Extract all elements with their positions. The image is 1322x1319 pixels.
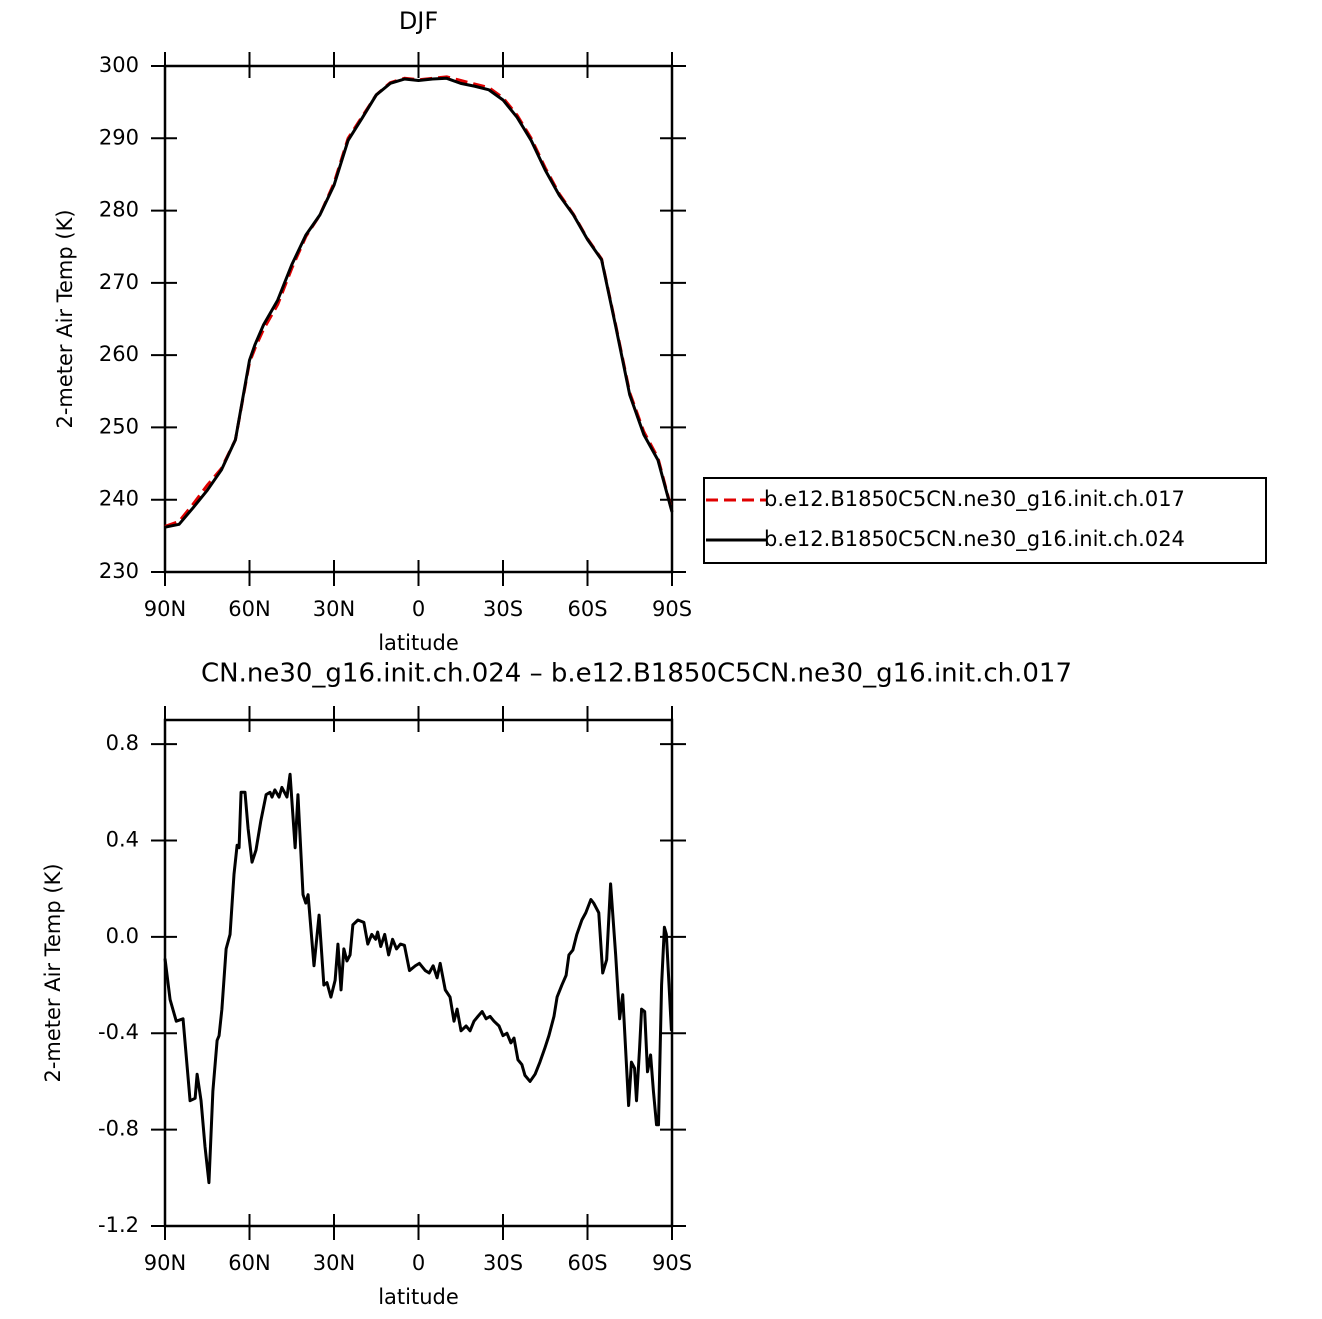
x-tick-label: 30N — [313, 1251, 355, 1275]
data-line — [164, 76, 674, 529]
legend-box — [703, 477, 1267, 564]
data-line — [164, 75, 674, 528]
y-tick-label: -1.2 — [98, 1213, 139, 1237]
x-tick-label: 30S — [483, 1251, 523, 1275]
y-tick-label: 280 — [99, 198, 139, 222]
y-tick-label: 0.4 — [106, 827, 139, 851]
x-tick-label: 0 — [412, 597, 425, 621]
chart-title: DJF — [399, 7, 438, 35]
y-tick-label: 260 — [99, 342, 139, 366]
x-axis-label: latitude — [378, 1285, 459, 1309]
x-tick-label: 60S — [567, 1251, 607, 1275]
legend-label: b.e12.B1850C5CN.ne30_g16.init.ch.017 — [764, 487, 1185, 512]
y-axis-label: 2-meter Air Temp (K) — [53, 209, 77, 428]
x-tick-label: 60N — [228, 597, 270, 621]
x-axis-label: latitude — [378, 631, 459, 655]
x-tick-label: 90N — [144, 1251, 186, 1275]
data-line — [163, 772, 673, 1185]
x-tick-label: 90S — [652, 1251, 692, 1275]
y-tick-label: 270 — [99, 270, 139, 294]
legend-label: b.e12.B1850C5CN.ne30_g16.init.ch.024 — [764, 527, 1185, 552]
y-tick-label: 240 — [99, 487, 139, 511]
y-axis-label: 2-meter Air Temp (K) — [41, 863, 65, 1082]
y-tick-label: 290 — [99, 125, 139, 149]
x-tick-label: 90S — [652, 597, 692, 621]
chart-title: CN.ne30_g16.init.ch.024 – b.e12.B1850C5C… — [201, 659, 1072, 689]
x-tick-label: 90N — [144, 597, 186, 621]
y-tick-label: 300 — [99, 53, 139, 77]
x-tick-label: 60N — [228, 1251, 270, 1275]
y-tick-label: -0.4 — [98, 1020, 139, 1044]
plot-frame — [163, 64, 674, 574]
y-tick-label: -0.8 — [98, 1117, 139, 1141]
y-tick-label: 230 — [99, 559, 139, 583]
x-tick-label: 30S — [483, 597, 523, 621]
y-tick-label: 0.8 — [106, 731, 139, 755]
x-tick-label: 0 — [412, 1251, 425, 1275]
x-tick-label: 30N — [313, 597, 355, 621]
y-tick-label: 0.0 — [106, 924, 139, 948]
x-tick-label: 60S — [567, 597, 607, 621]
y-tick-label: 250 — [99, 414, 139, 438]
